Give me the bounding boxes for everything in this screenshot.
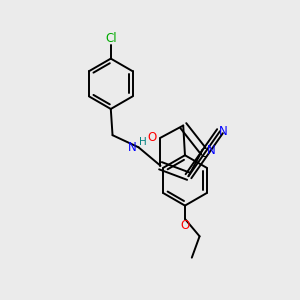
Text: N: N bbox=[219, 125, 228, 138]
Text: N: N bbox=[207, 143, 216, 157]
Text: O: O bbox=[147, 131, 156, 144]
Text: Cl: Cl bbox=[105, 32, 117, 45]
Text: O: O bbox=[180, 219, 190, 232]
Text: C: C bbox=[200, 147, 208, 160]
Text: N: N bbox=[128, 141, 137, 154]
Text: H: H bbox=[139, 137, 147, 147]
